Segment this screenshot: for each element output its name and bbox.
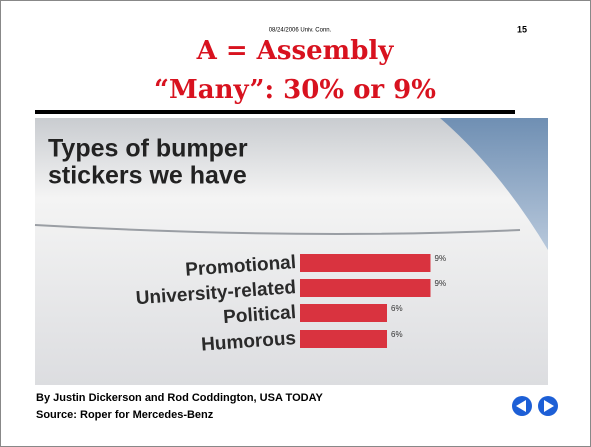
photo-bumper: [35, 118, 548, 385]
title-rule: [35, 110, 515, 114]
value-label: 6%: [391, 304, 403, 313]
slide-number: 15: [517, 24, 527, 34]
category-label: Political: [223, 302, 297, 328]
source: Source: Roper for Mercedes-Benz: [36, 409, 214, 421]
slide-title: “Many”: 30% or 9%: [154, 75, 436, 105]
chart-title: Types of bumper: [48, 135, 248, 163]
nav-prev[interactable]: [512, 396, 532, 416]
slide-title: A = Assembly: [196, 36, 395, 66]
slide-date: 08/24/2006 Univ. Conn.: [269, 28, 332, 34]
value-label: 9%: [435, 254, 447, 263]
value-label: 6%: [391, 330, 403, 339]
bar: [300, 304, 387, 322]
chart-title: stickers we have: [48, 162, 247, 190]
credit: By Justin Dickerson and Rod Coddington, …: [36, 392, 324, 404]
bar: [300, 330, 387, 348]
bar: [300, 279, 431, 297]
nav-next[interactable]: [538, 396, 558, 416]
bumper-edge: [34, 224, 521, 235]
value-label: 9%: [435, 279, 447, 288]
bar: [300, 254, 431, 272]
